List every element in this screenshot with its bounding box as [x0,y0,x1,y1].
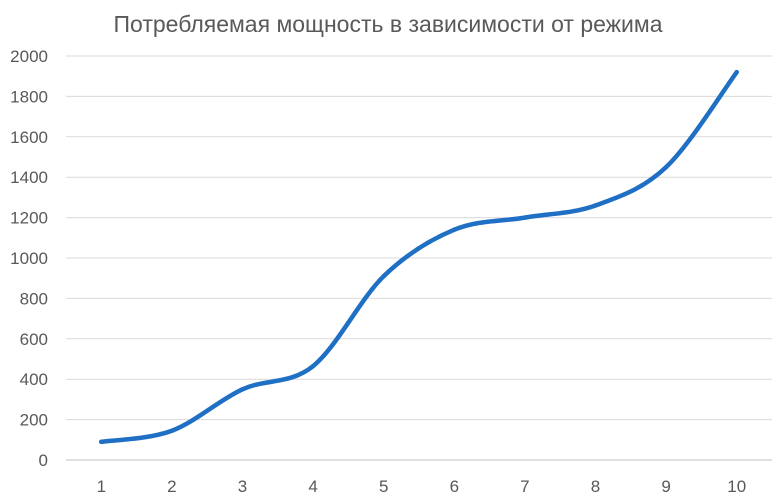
data-point [522,215,528,220]
data-point [169,428,175,433]
x-tick-label: 2 [167,477,176,496]
series-line [99,69,739,445]
x-tick-label: 6 [450,477,459,496]
gridlines [66,55,772,421]
series-layer [99,69,739,445]
y-tick-label: 400 [20,370,48,389]
y-tick-label: 0 [39,451,48,470]
data-point [663,164,669,170]
x-tick-label: 4 [308,477,317,496]
data-point [734,69,739,75]
x-tick-label: 8 [591,477,600,496]
data-point [452,227,457,232]
x-tick-label: 10 [727,477,746,496]
data-point [99,439,104,445]
x-tick-label: 9 [661,477,670,496]
y-tick-label: 1200 [10,209,48,228]
y-tick-label: 1400 [10,168,48,187]
x-axis-tick-labels: 1 2 3 4 5 6 7 8 9 10 [97,477,747,496]
x-tick-label: 3 [238,477,247,496]
x-tick-label: 1 [97,477,106,496]
x-tick-label: 7 [520,477,529,496]
y-tick-label: 1800 [10,87,48,106]
data-point [381,273,386,279]
data-point [240,387,245,392]
y-axis-tick-labels: 0 200 400 600 800 1000 1200 1400 1600 1800 2000 [10,47,48,470]
data-point [310,363,316,369]
y-tick-label: 200 [20,411,48,430]
y-tick-label: 2000 [10,47,48,66]
chart-title: Потребляемая мощность в зависимости от р… [114,11,663,37]
y-tick-label: 800 [20,289,48,308]
y-tick-label: 1000 [10,249,48,268]
y-tick-label: 1600 [10,128,48,147]
y-tick-label: 600 [20,330,48,349]
x-tick-label: 5 [379,477,388,496]
data-point [593,203,598,208]
